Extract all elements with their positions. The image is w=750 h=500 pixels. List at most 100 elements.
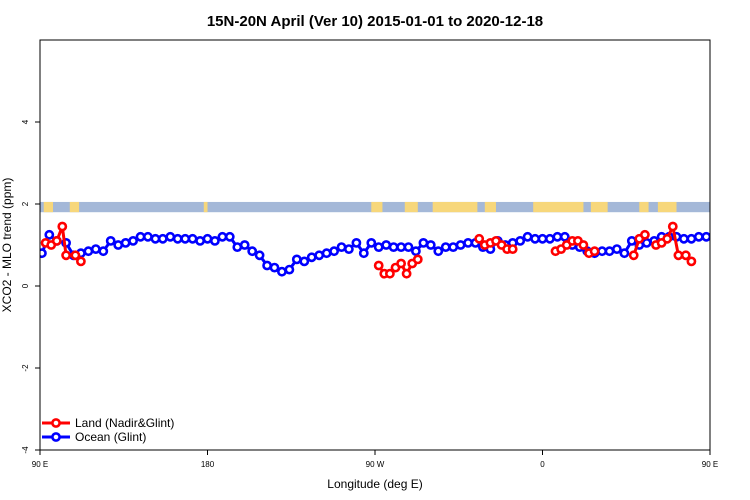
y-axis-label: XCO2 - MLO trend (ppm) — [0, 178, 14, 313]
data-point-ocean — [269, 262, 280, 273]
x-axis-label: Longitude (deg E) — [327, 477, 422, 491]
legend-label: Land (Nadir&Glint) — [75, 416, 174, 430]
y-axis: -4 -2 0 2 4 — [21, 119, 41, 454]
data-point-ocean — [98, 246, 109, 257]
data-point-land — [373, 260, 384, 271]
data-point-ocean — [321, 248, 332, 259]
x-tick-label: 180 — [201, 460, 215, 469]
data-point-land — [680, 250, 691, 261]
data-point-ocean — [425, 240, 436, 250]
land-patch — [639, 201, 649, 213]
data-point-ocean — [128, 235, 138, 246]
data-point-ocean — [336, 242, 347, 252]
y-tick-label: 0 — [21, 283, 30, 288]
land-patch — [533, 201, 584, 213]
x-tick-label: 90 E — [32, 460, 48, 469]
data-point-land — [507, 244, 518, 254]
legend-item-ocean: Ocean (Glint) — [42, 430, 146, 444]
y-tick-label: 4 — [21, 119, 30, 124]
data-point-ocean — [440, 242, 451, 252]
data-point-ocean — [358, 248, 369, 259]
data-point-ocean — [120, 237, 131, 248]
legend-marker — [51, 418, 61, 428]
data-point-ocean — [679, 233, 689, 244]
data-point-ocean — [142, 231, 153, 242]
x-tick-label: 90 W — [366, 460, 385, 469]
data-point-ocean — [105, 235, 116, 246]
data-point-ocean — [410, 246, 421, 257]
data-point-ocean — [224, 231, 235, 242]
data-point-ocean — [455, 240, 466, 250]
chart-title: 15N-20N April (Ver 10) 2015-01-01 to 202… — [207, 13, 543, 30]
data-point-ocean — [686, 233, 697, 244]
data-point-ocean — [90, 244, 101, 254]
data-point-ocean — [619, 248, 630, 259]
data-point-ocean — [343, 244, 354, 254]
land-patch — [371, 201, 383, 213]
land-patch — [69, 201, 80, 213]
data-point-land — [640, 229, 650, 240]
series-land — [40, 221, 697, 279]
land-patch — [590, 201, 608, 213]
data-point-ocean — [157, 233, 168, 244]
data-point-land — [662, 233, 673, 244]
data-point-land — [578, 240, 589, 250]
data-point-ocean — [515, 235, 526, 246]
y-tick-label: -2 — [21, 364, 30, 372]
data-point-ocean — [522, 231, 533, 242]
data-point-land — [667, 221, 678, 232]
data-point-ocean — [187, 233, 198, 244]
data-point-ocean — [433, 246, 444, 257]
data-point-ocean — [626, 235, 637, 246]
legend-marker — [51, 432, 61, 442]
land-patch — [43, 201, 54, 213]
x-tick-label: 90 E — [702, 460, 718, 469]
data-point-ocean — [559, 231, 570, 242]
y-tick-label: -4 — [21, 446, 30, 454]
data-point-land — [70, 250, 81, 261]
data-point-ocean — [299, 256, 310, 267]
data-point-ocean — [701, 231, 710, 242]
data-point-land — [51, 235, 62, 246]
data-point-ocean — [276, 266, 287, 277]
data-point-land — [384, 268, 395, 279]
data-point-ocean — [209, 235, 220, 246]
land-ocean-band — [40, 201, 710, 213]
data-point-ocean — [306, 252, 317, 263]
data-point-land — [57, 221, 68, 232]
x-axis: 90 E 180 90 W 0 90 E — [32, 449, 718, 469]
data-point-ocean — [641, 237, 652, 248]
data-point-land — [412, 254, 423, 265]
data-point-ocean — [239, 240, 250, 250]
data-point-ocean — [373, 242, 384, 252]
data-point-ocean — [351, 237, 362, 248]
data-point-ocean — [366, 237, 377, 248]
data-point-land — [396, 258, 406, 269]
land-patch — [657, 201, 677, 213]
land-patch — [203, 201, 208, 213]
series-ocean — [40, 229, 710, 277]
data-point-ocean — [44, 229, 55, 240]
data-point-ocean — [612, 244, 622, 254]
data-point-ocean — [165, 231, 176, 242]
data-point-land — [589, 246, 600, 257]
data-point-land — [474, 233, 485, 244]
data-point-ocean — [40, 248, 47, 259]
data-point-ocean — [172, 233, 183, 244]
data-point-ocean — [291, 254, 302, 265]
land-patch — [484, 201, 496, 213]
land-patch — [404, 201, 418, 213]
legend-item-land: Land (Nadir&Glint) — [42, 416, 174, 430]
data-point-ocean — [329, 246, 339, 257]
data-point-ocean — [545, 233, 555, 244]
x-tick-label: 0 — [540, 460, 545, 469]
data-point-land — [628, 250, 639, 261]
legend-label: Ocean (Glint) — [75, 430, 146, 444]
data-point-ocean — [693, 231, 704, 242]
series-group — [40, 221, 710, 279]
y-tick-label: 2 — [21, 201, 30, 206]
land-patch — [432, 201, 478, 213]
data-point-land — [401, 268, 412, 279]
data-point-ocean — [284, 264, 295, 275]
